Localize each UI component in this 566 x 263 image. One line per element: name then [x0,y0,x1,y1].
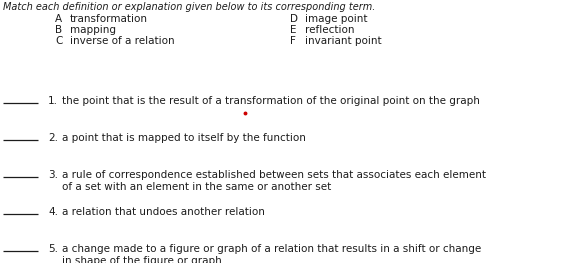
Text: the point that is the result of a transformation of the original point on the gr: the point that is the result of a transf… [62,96,480,106]
Text: 5.: 5. [48,244,58,254]
Text: E: E [290,25,297,35]
Text: 4.: 4. [48,207,58,217]
Text: invariant point: invariant point [305,36,381,46]
Text: a rule of correspondence established between sets that associates each element: a rule of correspondence established bet… [62,170,486,180]
Text: in shape of the figure or graph: in shape of the figure or graph [62,256,222,263]
Text: 1.: 1. [48,96,58,106]
Text: a relation that undoes another relation: a relation that undoes another relation [62,207,265,217]
Text: a change made to a figure or graph of a relation that results in a shift or chan: a change made to a figure or graph of a … [62,244,481,254]
Text: F: F [290,36,296,46]
Text: 3.: 3. [48,170,58,180]
Text: mapping: mapping [70,25,116,35]
Text: D: D [290,14,298,24]
Text: image point: image point [305,14,367,24]
Text: C: C [55,36,62,46]
Text: reflection: reflection [305,25,354,35]
Text: Match each definition or explanation given below to its corresponding term.: Match each definition or explanation giv… [3,2,375,12]
Text: 2.: 2. [48,133,58,143]
Text: B: B [55,25,62,35]
Text: a point that is mapped to itself by the function: a point that is mapped to itself by the … [62,133,306,143]
Text: inverse of a relation: inverse of a relation [70,36,175,46]
Text: transformation: transformation [70,14,148,24]
Text: of a set with an element in the same or another set: of a set with an element in the same or … [62,182,331,192]
Text: A: A [55,14,62,24]
